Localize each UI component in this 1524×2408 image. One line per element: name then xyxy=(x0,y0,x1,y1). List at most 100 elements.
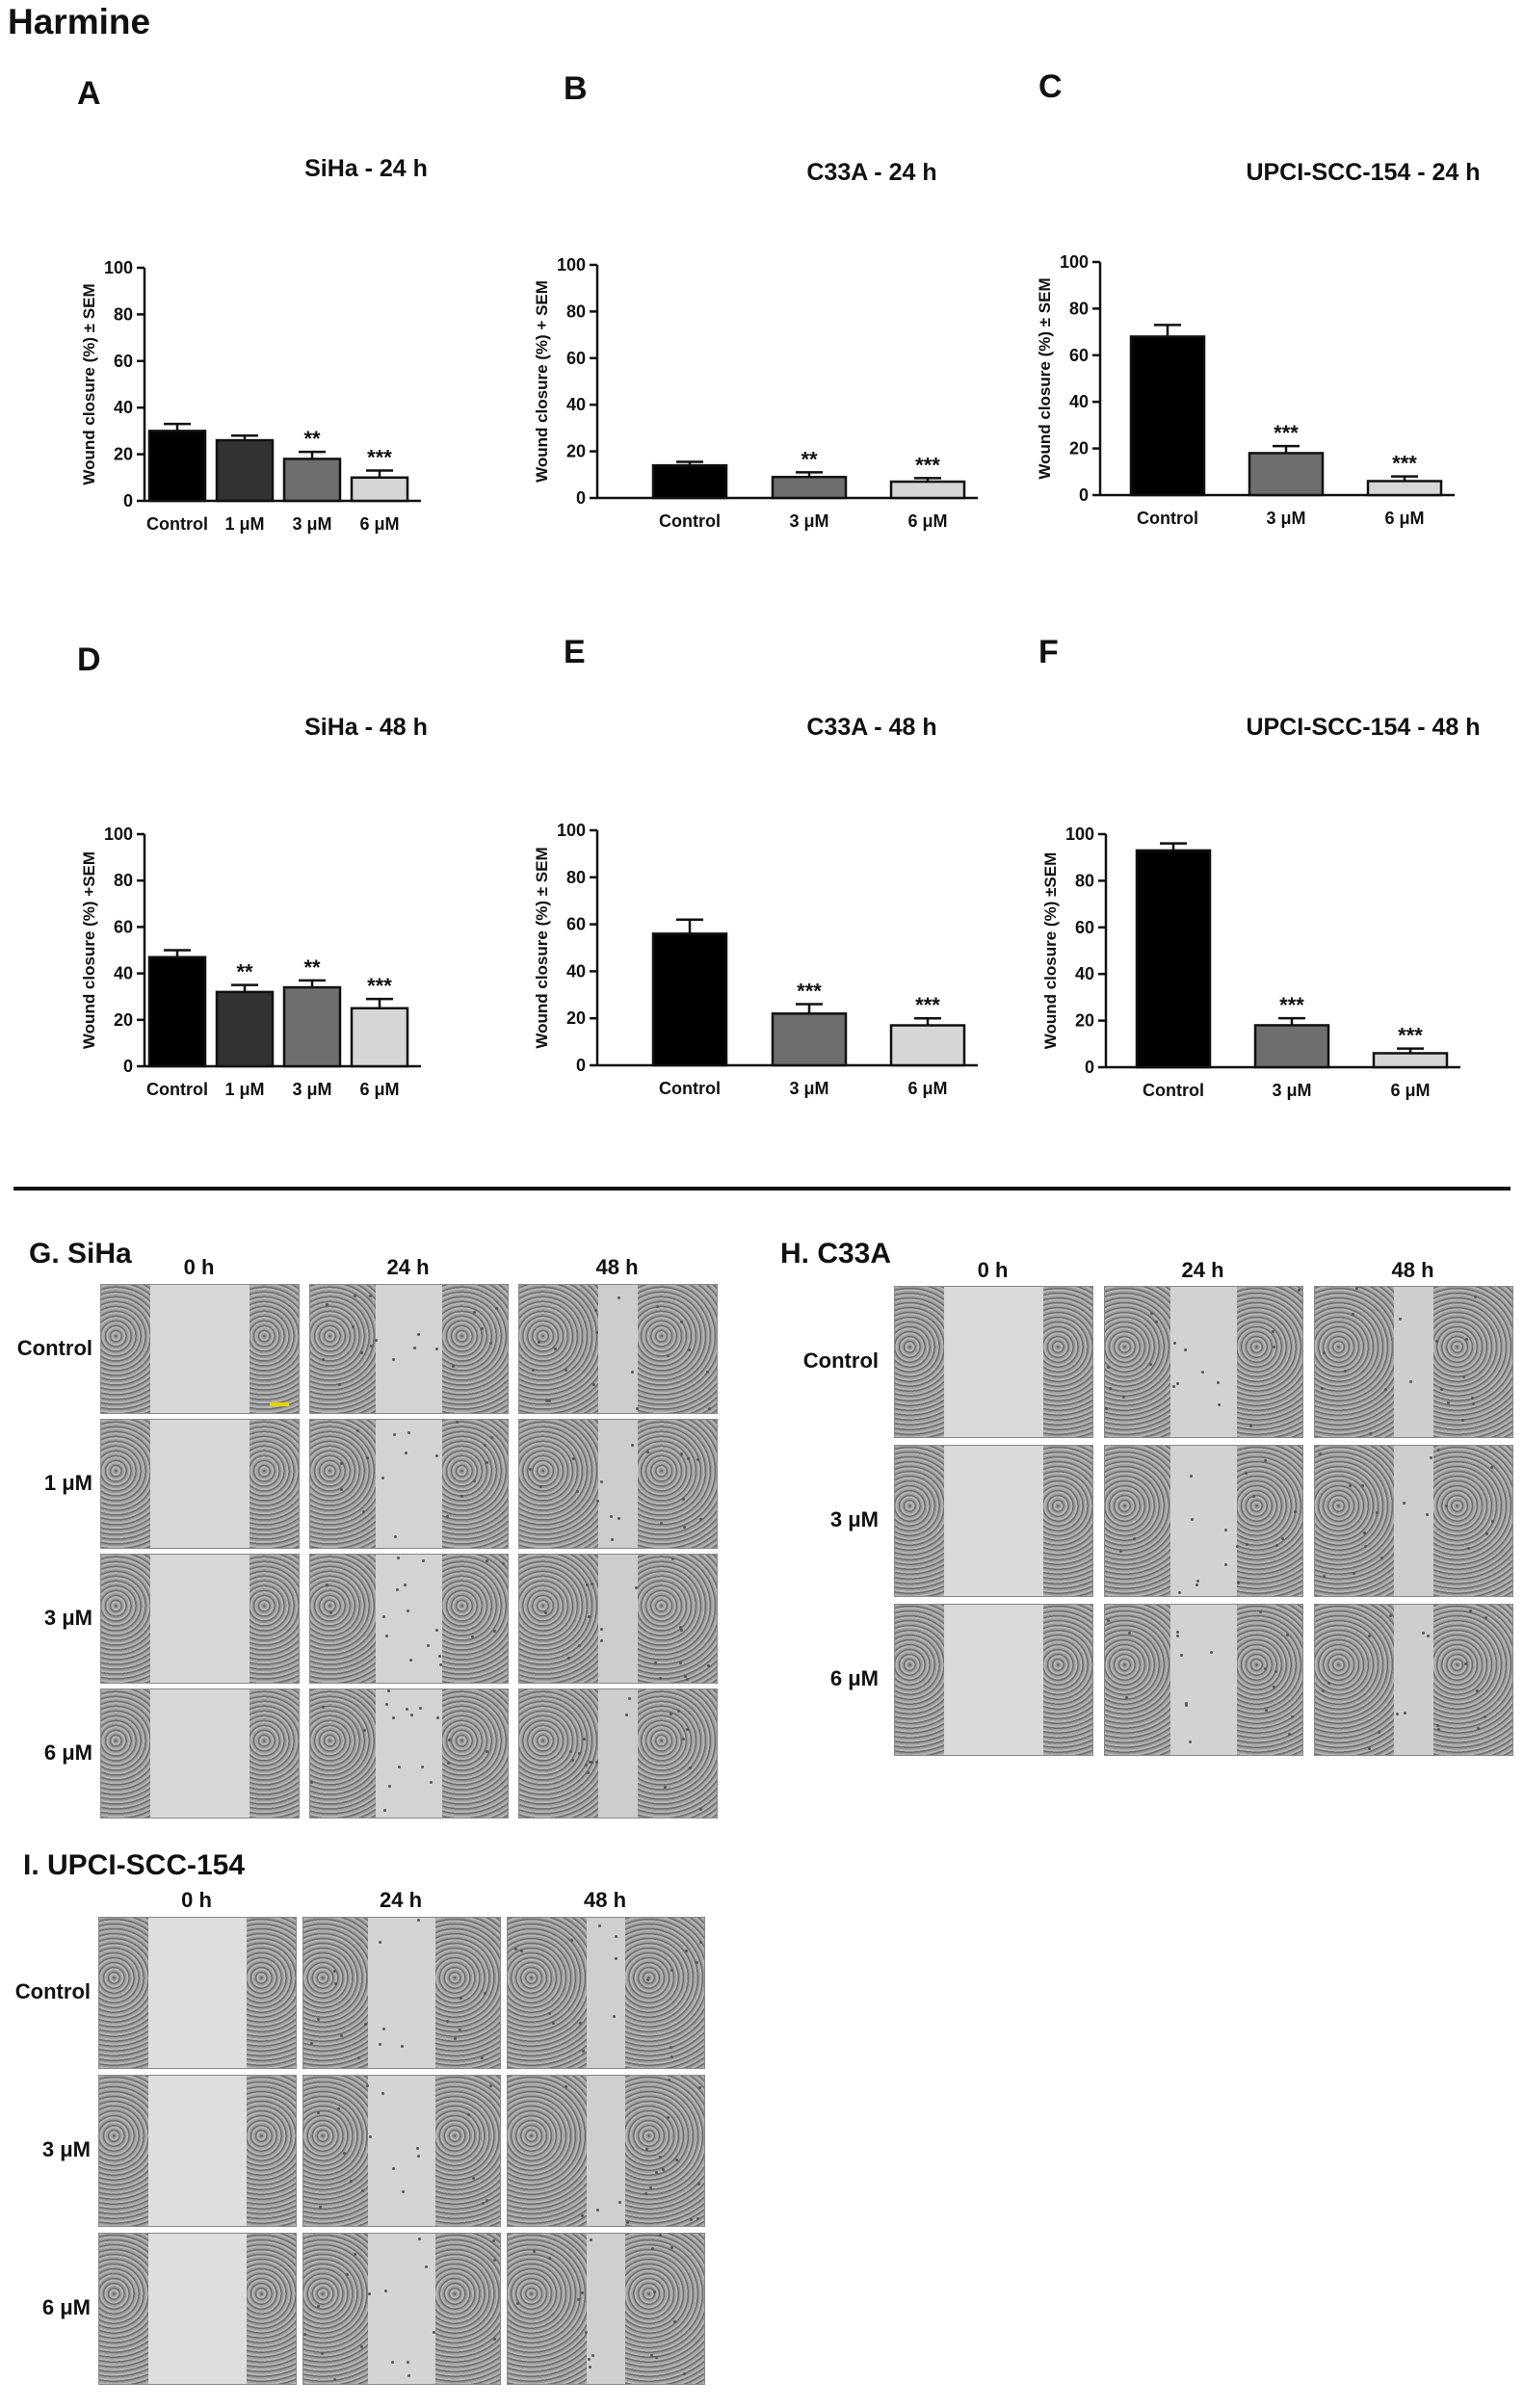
micrograph-row-label: 6 μM xyxy=(829,1666,879,1690)
cell-speck xyxy=(481,1327,484,1330)
x-tick-label: 1 μM xyxy=(224,1080,264,1099)
cell-speck xyxy=(1445,1505,1448,1507)
significance-marker: *** xyxy=(367,446,392,470)
micrograph-row-label: 6 μM xyxy=(41,2295,91,2319)
cell-speck xyxy=(1201,1371,1204,1374)
cell-speck xyxy=(1484,1715,1486,1718)
x-tick-label: 6 μM xyxy=(1384,509,1424,528)
cell-speck xyxy=(653,2290,656,2293)
cell-monolayer-right xyxy=(638,1689,717,1818)
cell-speck xyxy=(354,1295,356,1297)
cell-speck xyxy=(1363,1531,1366,1534)
cell-speck xyxy=(687,1457,690,1460)
cell-speck xyxy=(655,2171,658,2174)
significance-marker: ** xyxy=(801,447,818,471)
cell-speck xyxy=(591,1583,593,1585)
cell-speck xyxy=(1173,1342,1176,1345)
cell-speck xyxy=(410,1714,413,1716)
y-tick-label: 0 xyxy=(576,1056,586,1075)
cell-speck xyxy=(1323,1351,1326,1354)
cell-monolayer-left xyxy=(1105,1605,1170,1755)
bar-6-um xyxy=(350,476,409,503)
significance-marker: *** xyxy=(1274,421,1299,445)
cell-speck xyxy=(660,1522,663,1525)
cell-speck xyxy=(696,1458,699,1461)
cell-speck xyxy=(581,2214,584,2217)
micrograph-row-label: Control xyxy=(14,1979,91,2003)
y-axis-label: Wound closure (%) ±SEM xyxy=(1041,852,1060,1050)
wound-gap xyxy=(150,1420,250,1548)
cell-speck xyxy=(697,2183,700,2186)
cell-speck xyxy=(659,1677,662,1680)
cell-speck xyxy=(1349,1484,1352,1487)
cell-speck xyxy=(1389,1614,1392,1617)
cell-speck xyxy=(392,1716,395,1719)
cell-speck xyxy=(417,1919,420,1922)
cell-speck xyxy=(456,1421,459,1424)
cell-speck xyxy=(516,2302,519,2305)
cell-speck xyxy=(617,1296,620,1299)
micrograph-image xyxy=(302,1917,501,2069)
cell-speck xyxy=(1422,1632,1425,1635)
wound-gap xyxy=(148,2076,247,2226)
y-tick-label: 100 xyxy=(1065,824,1094,844)
cell-speck xyxy=(1217,1381,1220,1384)
cell-monolayer-left xyxy=(508,1918,587,2068)
cell-speck xyxy=(382,2028,385,2030)
cell-speck xyxy=(552,2022,555,2025)
cell-speck xyxy=(333,1970,336,1973)
wound-gap xyxy=(150,1689,250,1818)
cell-speck xyxy=(338,1383,341,1386)
cell-speck xyxy=(1172,1385,1175,1388)
cell-speck xyxy=(685,1950,688,1952)
cell-speck xyxy=(1273,1346,1275,1348)
y-tick-label: 80 xyxy=(1075,871,1094,890)
micrograph-column-label: 0 h xyxy=(183,1255,215,1279)
cell-speck xyxy=(520,1950,523,1952)
cell-speck xyxy=(427,1644,430,1647)
cell-speck xyxy=(615,1935,617,1938)
cell-speck xyxy=(698,2086,701,2089)
cell-speck xyxy=(644,2192,647,2195)
cell-speck xyxy=(406,1708,408,1711)
cell-monolayer-left xyxy=(310,1555,376,1683)
micrograph-image xyxy=(518,1419,718,1549)
cell-monolayer-left xyxy=(1105,1446,1170,1596)
cell-speck xyxy=(467,2113,470,2116)
cell-monolayer-left xyxy=(310,1420,376,1548)
cell-speck xyxy=(670,1713,672,1715)
y-tick-label: 100 xyxy=(104,258,133,277)
cell-speck xyxy=(571,1759,574,1762)
cell-speck xyxy=(684,1675,687,1678)
cell-speck xyxy=(1440,1388,1443,1391)
cell-monolayer-left xyxy=(101,1285,150,1413)
significance-marker: *** xyxy=(1392,452,1417,476)
cell-speck xyxy=(1185,1702,1188,1705)
cell-speck xyxy=(696,1961,698,1964)
cell-speck xyxy=(396,1588,399,1591)
chart-panel-B: B C33A - 24 h Wound closure (%) + SEM 0 20 40… xyxy=(533,70,978,531)
x-tick-label: Control xyxy=(1143,1081,1204,1100)
cell-speck xyxy=(1380,1557,1383,1559)
micrograph-panel-label-G: G. SiHa xyxy=(29,1238,132,1269)
micrograph-image xyxy=(98,1917,297,2069)
y-tick-label: 20 xyxy=(566,442,586,461)
cell-monolayer-left xyxy=(99,2234,148,2384)
cell-monolayer-left xyxy=(519,1689,598,1818)
cell-speck xyxy=(350,2180,353,2183)
cell-speck xyxy=(670,2055,673,2058)
y-axis-label: Wound closure (%) +SEM xyxy=(80,851,98,1049)
bar-control xyxy=(147,430,207,503)
section-divider xyxy=(13,1187,1511,1191)
cell-speck xyxy=(482,2202,485,2205)
cell-monolayer-right xyxy=(1237,1605,1302,1755)
wound-gap xyxy=(1170,1287,1237,1437)
cell-speck xyxy=(514,1948,517,1950)
cell-speck xyxy=(613,2015,616,2018)
x-tick-label: 6 μM xyxy=(359,1080,399,1099)
panel-letter: D xyxy=(77,641,101,678)
cell-speck xyxy=(586,1584,589,1586)
cell-monolayer-left xyxy=(303,2076,368,2226)
micrograph-panel-label-I: I. UPCI-SCC-154 xyxy=(23,1849,246,1881)
cell-speck xyxy=(654,1662,657,1664)
